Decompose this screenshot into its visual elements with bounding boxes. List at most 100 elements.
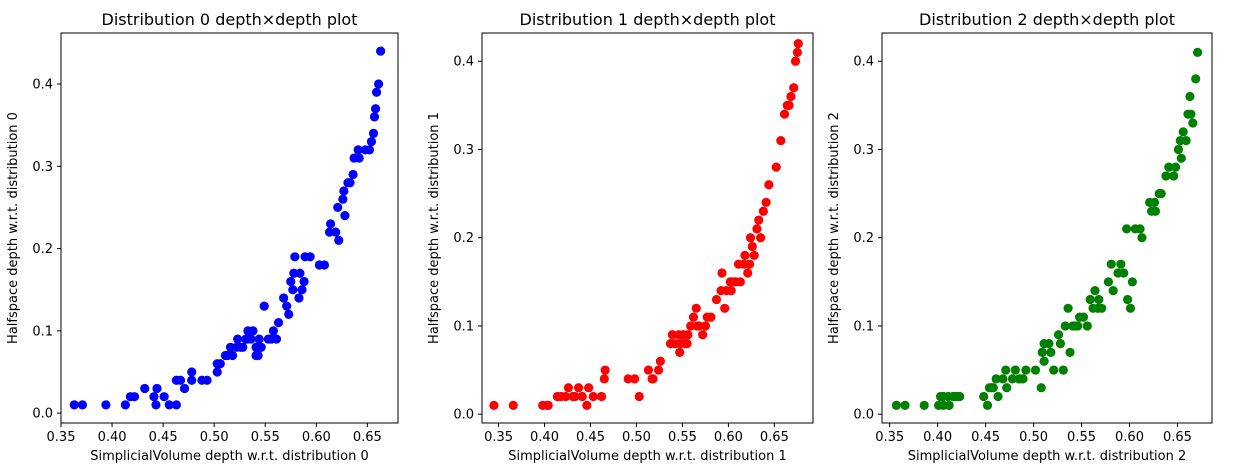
data-point: [563, 383, 574, 393]
data-point: [891, 400, 901, 410]
data-point: [364, 145, 375, 155]
data-point: [706, 312, 716, 322]
data-point: [573, 383, 584, 393]
scatter-series-1: [489, 38, 803, 410]
data-point: [149, 392, 159, 402]
y-tick-label: 0.2: [32, 242, 53, 257]
x-tick-label: 0.35: [47, 430, 76, 445]
data-point: [740, 250, 750, 260]
plot-frame: [881, 32, 1213, 424]
data-point: [599, 374, 609, 384]
data-point: [268, 326, 279, 336]
data-point: [101, 400, 111, 410]
y-axis-label: Halfspace depth w.r.t. distribution 0: [6, 112, 21, 344]
data-point: [374, 79, 384, 89]
data-point: [1018, 374, 1028, 384]
data-point: [691, 303, 701, 313]
data-point: [253, 350, 263, 361]
data-point: [577, 391, 587, 402]
data-point: [1037, 347, 1047, 358]
data-point: [1156, 188, 1166, 199]
y-tick-label: 0.3: [853, 143, 874, 158]
y-tick-label: 0.4: [32, 78, 53, 93]
data-point: [326, 219, 336, 229]
data-point: [508, 400, 518, 410]
data-point: [1053, 330, 1064, 340]
x-tick-label: 0.40: [923, 430, 952, 445]
data-point: [233, 334, 243, 344]
data-point: [238, 342, 248, 352]
data-point: [1149, 197, 1160, 208]
y-tick-label: 0.2: [453, 231, 474, 246]
data-point: [582, 400, 592, 410]
data-point: [295, 268, 305, 278]
data-point: [667, 330, 677, 340]
x-tick-label: 0.50: [1019, 430, 1048, 445]
plot-frame: [60, 32, 399, 424]
data-point: [764, 180, 774, 190]
y-tick-label: 0.0: [453, 408, 474, 423]
data-point: [755, 233, 766, 243]
data-point: [1119, 268, 1129, 278]
data-point: [340, 211, 350, 221]
x-tick-label: 0.45: [971, 430, 1000, 445]
data-point: [259, 301, 269, 311]
data-point: [1186, 109, 1196, 119]
data-point: [789, 83, 799, 93]
data-point: [747, 241, 757, 252]
data-point: [1106, 259, 1116, 269]
data-point: [561, 391, 571, 402]
data-point: [489, 400, 499, 410]
data-point: [744, 259, 755, 269]
data-point: [371, 87, 382, 97]
chart-panel-0: 0.35 0.40 0.45 0.50 0.55 0.60 0.65 0.0 0.1 0.2 0.3…: [6, 10, 399, 464]
data-point: [368, 128, 379, 138]
data-point: [793, 38, 803, 49]
chart-title: Distribution 1 depth×depth plot: [520, 10, 776, 29]
data-point: [345, 178, 355, 188]
data-point: [319, 260, 330, 270]
x-axis-label: SimplicialVolume depth w.r.t. distributi…: [90, 449, 369, 464]
data-point: [694, 321, 704, 331]
data-point: [596, 391, 607, 402]
data-point: [758, 206, 768, 216]
data-point: [648, 374, 658, 384]
data-point: [688, 312, 699, 322]
data-point: [1065, 347, 1075, 358]
data-point: [354, 153, 364, 163]
data-point: [1125, 303, 1136, 313]
data-point: [331, 227, 341, 237]
data-point: [294, 293, 304, 303]
data-point: [982, 400, 993, 410]
data-point: [600, 365, 610, 375]
scatter-series-2: [891, 47, 1203, 410]
data-point: [1055, 338, 1066, 349]
data-point: [334, 235, 344, 245]
data-point: [353, 145, 363, 155]
data-point: [284, 309, 294, 319]
data-point: [1063, 303, 1073, 313]
data-point: [282, 301, 292, 311]
data-point: [944, 400, 954, 410]
data-point: [175, 375, 186, 385]
data-point: [1039, 356, 1049, 366]
data-point: [254, 334, 264, 344]
data-point: [1161, 171, 1171, 181]
data-point: [120, 400, 130, 410]
data-point: [1001, 365, 1011, 375]
x-axis-label: SimplicialVolume depth w.r.t. distributi…: [908, 449, 1187, 464]
data-point: [1150, 206, 1160, 216]
x-tick-label: 0.55: [1067, 430, 1096, 445]
data-point: [955, 391, 965, 402]
data-point: [749, 250, 759, 260]
data-point: [1170, 162, 1181, 172]
x-tick-label: 0.45: [576, 430, 605, 445]
data-point: [339, 186, 349, 196]
data-point: [1173, 144, 1184, 155]
data-point: [1178, 127, 1188, 137]
data-point: [1181, 136, 1191, 146]
y-tick-label: 0.4: [453, 55, 474, 70]
y-tick-label: 0.1: [853, 319, 874, 334]
data-point: [338, 194, 348, 204]
data-point: [333, 202, 343, 213]
